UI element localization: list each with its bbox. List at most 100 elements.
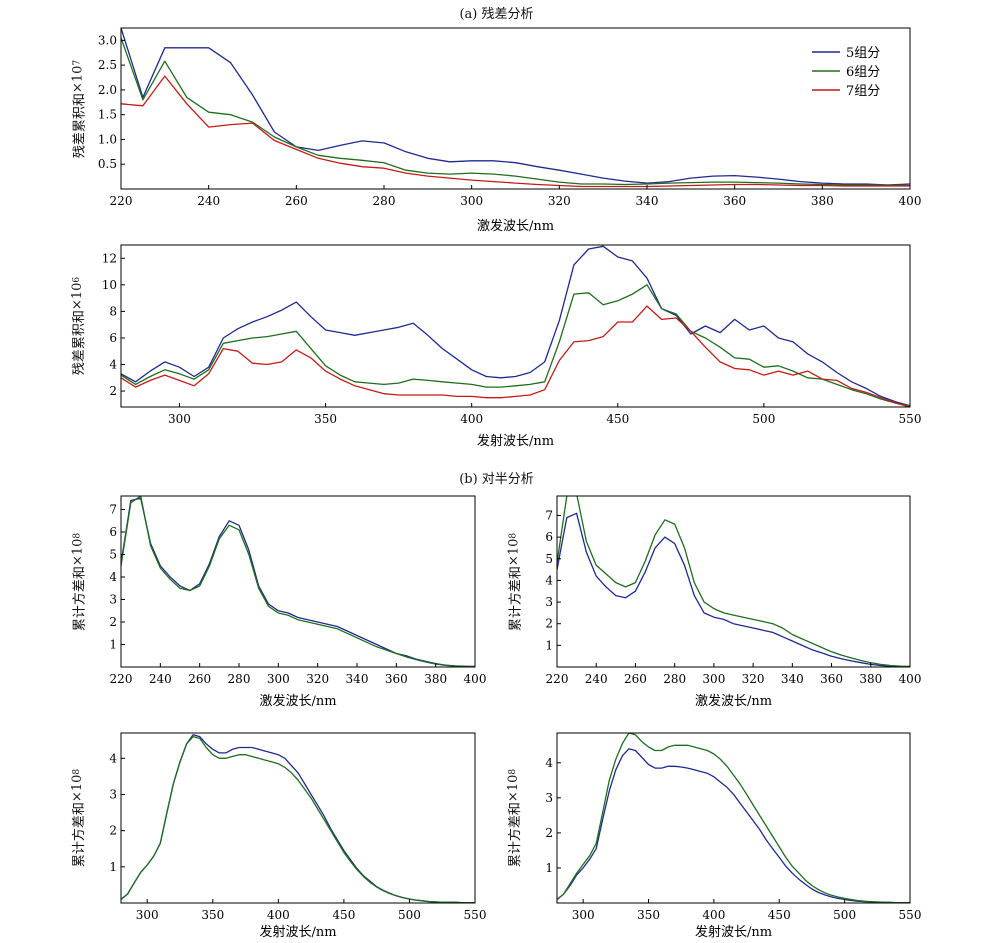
x-tick-label: 360 — [820, 672, 843, 686]
x-tick-label: 280 — [373, 194, 396, 208]
y-tick-label: 2.0 — [98, 83, 117, 97]
x-tick-label: 400 — [460, 412, 483, 426]
legend-entry-2: 7组分 — [846, 84, 880, 99]
y-tick-label: 2 — [545, 826, 553, 840]
x-tick-label: 240 — [197, 194, 220, 208]
y-tick-label: 5 — [545, 552, 553, 566]
x-tick-label: 400 — [899, 194, 922, 208]
x-tick-label: 350 — [637, 908, 660, 922]
x-tick-label: 320 — [548, 194, 571, 208]
x-tick-label: 500 — [752, 412, 775, 426]
x-axis-label: 发射波长/nm — [477, 433, 554, 449]
y-axis-label-b4: 累计方差和 ×10 8 — [505, 768, 523, 868]
y-axis-label-factor: ×10 — [505, 774, 521, 803]
x-tick-label: 450 — [606, 412, 629, 426]
plot-frame-b1 — [120, 495, 476, 668]
y-axis-label-b3: 累计方差和 ×10 8 — [69, 768, 87, 868]
x-tick-label: 400 — [464, 672, 487, 686]
x-tick-label: 400 — [899, 672, 922, 686]
y-axis-label-text: 残差累积和 — [71, 310, 87, 376]
x-axis-label: 发射波长/nm — [259, 924, 336, 940]
x-tick-label: 240 — [585, 672, 608, 686]
x-tick-label: 360 — [723, 194, 746, 208]
chart-b1: 220 240 260 280 300 320 340 360 380 400 1 2 3 4 5 6 7 激发波… — [109, 495, 487, 709]
y-tick-label: 10 — [102, 278, 117, 292]
series-line-b2-0 — [557, 512, 910, 667]
series-line-a1-0 — [121, 28, 910, 186]
x-tick-label: 300 — [267, 672, 290, 686]
y-tick-label: 4 — [545, 756, 553, 770]
x-tick-label: 260 — [624, 672, 647, 686]
x-axis-label: 激发波长/nm — [695, 693, 772, 709]
y-tick-label: 3 — [109, 787, 117, 801]
y-axis-label-text: 累计方差和 — [71, 802, 87, 868]
plot-frame-a2 — [120, 244, 911, 408]
y-tick-label: 3 — [545, 595, 553, 609]
y-tick-label: 4 — [545, 573, 553, 587]
x-tick-label: 550 — [464, 908, 487, 922]
series-line-b2-1 — [557, 496, 910, 667]
y-tick-label: 7 — [545, 508, 553, 522]
x-tick-label: 300 — [572, 908, 595, 922]
x-tick-label: 550 — [899, 908, 922, 922]
y-tick-label: 8 — [109, 304, 117, 318]
y-tick-label: 2 — [545, 617, 553, 631]
y-tick-label: 7 — [109, 503, 117, 517]
section-title-b: (b) 对半分析 — [459, 472, 534, 487]
y-tick-label: 3 — [545, 791, 553, 805]
x-tick-label: 300 — [168, 412, 191, 426]
x-tick-label: 260 — [188, 672, 211, 686]
y-axis-label-b2: 累计方差和 ×10 8 — [505, 532, 523, 631]
y-tick-label: 5 — [109, 548, 117, 562]
x-tick-label: 300 — [702, 672, 725, 686]
chart-b3: 300 350 400 450 500 550 1 2 3 4 发射波长/nm — [109, 732, 487, 940]
y-axis-label-factor: ×10 — [505, 538, 521, 566]
x-tick-label: 220 — [546, 672, 569, 686]
plot-frame-a1 — [120, 27, 911, 190]
x-tick-label: 500 — [398, 908, 421, 922]
x-tick-label: 320 — [306, 672, 329, 686]
x-tick-label: 380 — [811, 194, 834, 208]
series-line-a1-1 — [121, 37, 910, 187]
series-line-a2-0 — [121, 245, 910, 407]
y-tick-label: 4 — [109, 570, 117, 584]
y-tick-label: 1 — [109, 860, 117, 874]
y-tick-label: 4 — [109, 358, 117, 372]
y-axis-label-factor: ×10 — [69, 282, 85, 311]
section-title-a: (a) 残差分析 — [459, 7, 534, 22]
x-tick-label: 280 — [228, 672, 251, 686]
plot-frame-b4 — [556, 732, 911, 904]
x-axis-label: 发射波长/nm — [695, 924, 772, 940]
y-tick-label: 1 — [109, 638, 117, 652]
plot-frame-b2 — [556, 495, 911, 668]
x-axis-label: 激发波长/nm — [259, 693, 336, 709]
series-line-b3-0 — [121, 734, 475, 903]
y-axis-label-factor: ×10 — [69, 538, 85, 566]
x-tick-label: 300 — [136, 908, 159, 922]
y-tick-label: 1.5 — [98, 108, 117, 122]
x-tick-label: 400 — [267, 908, 290, 922]
x-tick-label: 350 — [314, 412, 337, 426]
y-tick-label: 2.5 — [98, 58, 117, 72]
x-axis-label: 激发波长/nm — [477, 218, 554, 234]
series-line-a2-1 — [121, 284, 910, 407]
x-tick-label: 340 — [636, 194, 659, 208]
y-axis-label-text: 累计方差和 — [507, 565, 523, 631]
x-tick-label: 220 — [110, 672, 133, 686]
y-axis-label-b1: 累计方差和 ×10 8 — [69, 532, 87, 631]
x-tick-label: 360 — [385, 672, 408, 686]
y-axis-label-text: 残差累积和 — [71, 92, 87, 158]
chart-b2: 220 240 260 280 300 320 340 360 380 400 1 2 3 4 5 6 7 激发波… — [545, 495, 922, 709]
y-axis-label-text: 累计方差和 — [71, 565, 87, 631]
x-tick-label: 320 — [742, 672, 765, 686]
x-tick-label: 260 — [285, 194, 308, 208]
plot-frame-b3 — [120, 732, 476, 904]
x-tick-label: 240 — [149, 672, 172, 686]
chart-a2: 300 350 400 450 500 550 2 4 6 8 10 12 发射波长/nm — [102, 244, 921, 449]
x-tick-label: 340 — [781, 672, 804, 686]
y-tick-label: 1.0 — [98, 132, 117, 146]
x-tick-label: 450 — [332, 908, 355, 922]
y-tick-label: 3.0 — [98, 33, 117, 47]
